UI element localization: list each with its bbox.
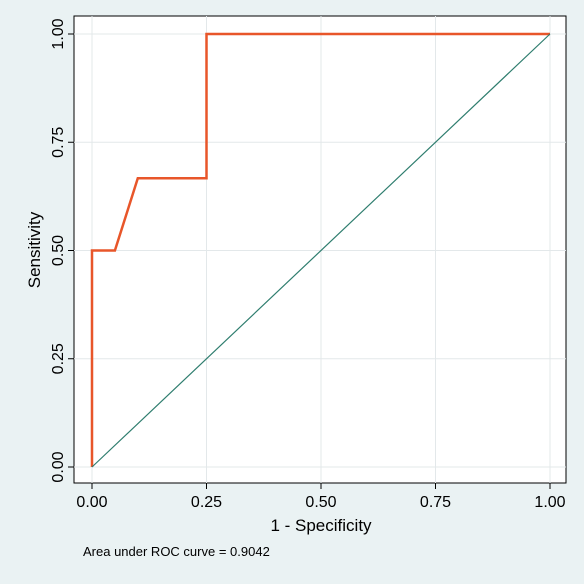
roc-curve-line bbox=[90, 32, 550, 467]
y-tick-label-2: 0.50 bbox=[50, 235, 67, 266]
y-tick-label-1: 0.25 bbox=[50, 343, 67, 374]
x-tick-label-4: 1.00 bbox=[534, 494, 565, 511]
auc-annotation: Area under ROC curve = 0.9042 bbox=[83, 544, 270, 559]
series-layer bbox=[90, 32, 551, 468]
axes bbox=[68, 33, 551, 489]
y-axis-title: Sensitivity bbox=[25, 211, 44, 288]
x-tick-label-1: 0.25 bbox=[191, 494, 222, 511]
x-tick-label-2: 0.50 bbox=[305, 494, 336, 511]
x-tick-label-0: 0.00 bbox=[76, 494, 107, 511]
y-tick-label-0: 0.00 bbox=[50, 451, 67, 482]
reference-diagonal-line bbox=[91, 33, 551, 468]
x-tick-label-3: 0.75 bbox=[420, 494, 451, 511]
x-axis-title: 1 - Specificity bbox=[270, 516, 372, 535]
y-tick-label-4: 1.00 bbox=[50, 18, 67, 49]
y-tick-label-3: 0.75 bbox=[50, 127, 67, 158]
tick-labels: 0.00 0.25 0.50 0.75 1.00 0.00 0.25 0.50 0.75 1.00 bbox=[50, 18, 566, 511]
plot-area bbox=[73, 15, 567, 484]
